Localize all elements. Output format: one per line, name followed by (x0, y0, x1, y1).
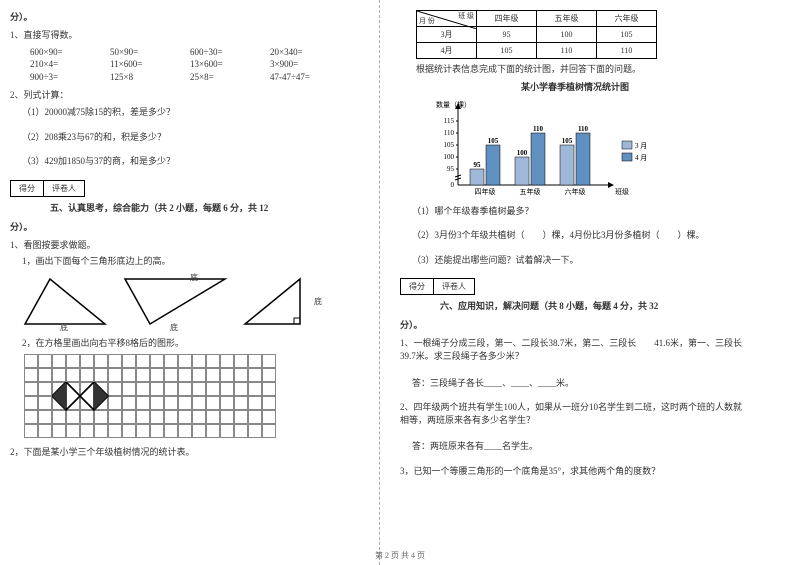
svg-text:95: 95 (447, 165, 455, 173)
q2b: （2）208乘23与67的和，积是多少？ (10, 131, 369, 144)
svg-text:105: 105 (562, 137, 573, 145)
svg-text:四年级: 四年级 (475, 187, 496, 196)
arith-cell: 125×8 (110, 71, 190, 84)
q2c: （3）429加1850与37的商，和是多少？ (10, 155, 369, 168)
s6q1a: 答：三段绳子各长____、____、____米。 (400, 377, 750, 390)
after-table-text: 根据统计表信息完成下面的统计图，并回答下面的问题。 (400, 63, 750, 76)
svg-text:105: 105 (444, 141, 455, 149)
svg-text:95: 95 (474, 161, 482, 169)
cq3: （3）还能提出哪些问题？试着解决一下。 (400, 254, 750, 267)
table-diag-cell: 班 级 月 份 (417, 11, 477, 27)
table-row: 4月 105 110 110 (417, 43, 657, 59)
triangle2-svg (120, 274, 230, 329)
grid-shape-fill (52, 382, 112, 412)
chart-title: 某小学春季植树情况统计图 (400, 80, 750, 93)
right-column: 班 级 月 份 四年级 五年级 六年级 3月 95 100 105 4月 105… (380, 0, 760, 565)
svg-text:110: 110 (533, 125, 544, 133)
svg-text:110: 110 (444, 129, 455, 137)
diag-top: 班 级 (458, 11, 474, 21)
diag-bot: 月 份 (419, 16, 435, 26)
cq2a: （2）3月份3个年级共植树（ ）棵，4月份比3月份多植树（ ）棵。 (400, 229, 750, 242)
score-label: 得分 (10, 180, 44, 197)
svg-text:100: 100 (444, 153, 455, 161)
arith-cell: 11×600= (110, 58, 190, 71)
arith-cell: 25×8= (190, 71, 270, 84)
section5-end: 分）。 (10, 220, 369, 233)
left-column: 分）。 1、直接写得数。 600×90= 50×90= 600÷30= 20×3… (0, 0, 380, 565)
triangle3: 底 (240, 274, 310, 331)
table-cell: 110 (597, 43, 657, 59)
table-header: 六年级 (597, 11, 657, 27)
arith-cell: 20×340= (270, 46, 350, 59)
triangle2: 底 底 (120, 274, 230, 331)
table-cell: 105 (597, 27, 657, 43)
grader-label: 评卷人 (434, 278, 475, 295)
arithmetic-grid: 600×90= 50×90= 600÷30= 20×340= 210×4= 11… (10, 46, 369, 84)
grader-label: 评卷人 (44, 180, 85, 197)
cq1: （1）哪个年级春季植树最多？ (400, 205, 750, 218)
svg-text:六年级: 六年级 (565, 187, 586, 196)
svg-text:数量（棵）: 数量（棵） (436, 100, 471, 109)
stats-table: 班 级 月 份 四年级 五年级 六年级 3月 95 100 105 4月 105… (416, 10, 657, 59)
s6q1: 1、一根绳子分成三段，第一、二段长38.7米，第二、三段长 41.6米，第一、三… (400, 337, 750, 362)
section6-end: 分）。 (400, 318, 750, 331)
s5q2: 2，下面是某小学三个年级植树情况的统计表。 (10, 446, 369, 459)
s5q1a: 1，画出下面每个三角形底边上的高。 (10, 255, 369, 268)
table-cell: 110 (537, 43, 597, 59)
section-end: 分）。 (10, 10, 369, 23)
table-row: 班 级 月 份 四年级 五年级 六年级 (417, 11, 657, 27)
score-label: 得分 (400, 278, 434, 295)
svg-text:100: 100 (517, 149, 528, 157)
triangle3-svg (240, 274, 310, 329)
s5q1b: 2，在方格里画出向右平移8格后的图形。 (10, 337, 369, 350)
svg-text:0: 0 (451, 181, 455, 189)
table-header: 四年级 (477, 11, 537, 27)
tri-base-label: 底 (60, 322, 68, 333)
arith-cell: 600÷30= (190, 46, 270, 59)
q2a: （1）20000减75除15的积，差是多少？ (10, 106, 369, 119)
arith-cell: 900÷3= (30, 71, 110, 84)
score-box: 得分 评卷人 (10, 180, 369, 197)
tri-base-label: 底 (170, 322, 178, 333)
arith-cell: 13×600= (190, 58, 270, 71)
section6-title: 六、应用知识，解决问题（共 8 小题，每题 4 分，共 32 (440, 299, 750, 312)
arith-cell: 600×90= (30, 46, 110, 59)
table-header: 五年级 (537, 11, 597, 27)
q2-title: 2、列式计算： (10, 89, 369, 102)
table-cell: 4月 (417, 43, 477, 59)
s6q2: 2、四年级两个班共有学生100人，如果从一班分10名学生到二班，这时两个班的人数… (400, 401, 750, 426)
score-box-2: 得分 评卷人 (400, 278, 750, 295)
tri-side-label: 底 (314, 296, 322, 307)
bar-chart: 0 95 100 105 110 115 95 105 100 110 (430, 97, 630, 199)
table-cell: 100 (537, 27, 597, 43)
triangle1-svg (20, 274, 110, 329)
svg-text:班级: 班级 (615, 187, 629, 196)
q1-title: 1、直接写得数。 (10, 29, 369, 42)
svg-text:五年级: 五年级 (520, 187, 541, 196)
bar-chart-svg: 0 95 100 105 110 115 95 105 100 110 (430, 97, 660, 197)
arith-cell: 3×900= (270, 58, 350, 71)
svg-text:110: 110 (578, 125, 589, 133)
tri-top-label: 底 (190, 272, 198, 283)
s5q1: 1、看图按要求做题。 (10, 239, 369, 252)
svg-text:4 月: 4 月 (635, 154, 647, 162)
arith-cell: 210×4= (30, 58, 110, 71)
svg-text:3 月: 3 月 (635, 142, 647, 150)
table-cell: 95 (477, 27, 537, 43)
arith-cell: 47-47÷47= (270, 71, 350, 84)
svg-text:115: 115 (444, 117, 455, 125)
svg-text:105: 105 (488, 137, 499, 145)
s6q2a: 答：两班原来各有____名学生。 (400, 440, 750, 453)
triangle-row: 底 底 底 底 (10, 274, 369, 331)
section5-title: 五、认真思考，综合能力（共 2 小题，每题 6 分，共 12 (50, 201, 369, 214)
s6q3: 3，已知一个等腰三角形的一个底角是35°，求其他两个角的度数？ (400, 465, 750, 478)
page-footer: 第 2 页 共 4 页 (0, 550, 800, 561)
triangle1: 底 (20, 274, 110, 331)
table-cell: 105 (477, 43, 537, 59)
arith-cell: 50×90= (110, 46, 190, 59)
